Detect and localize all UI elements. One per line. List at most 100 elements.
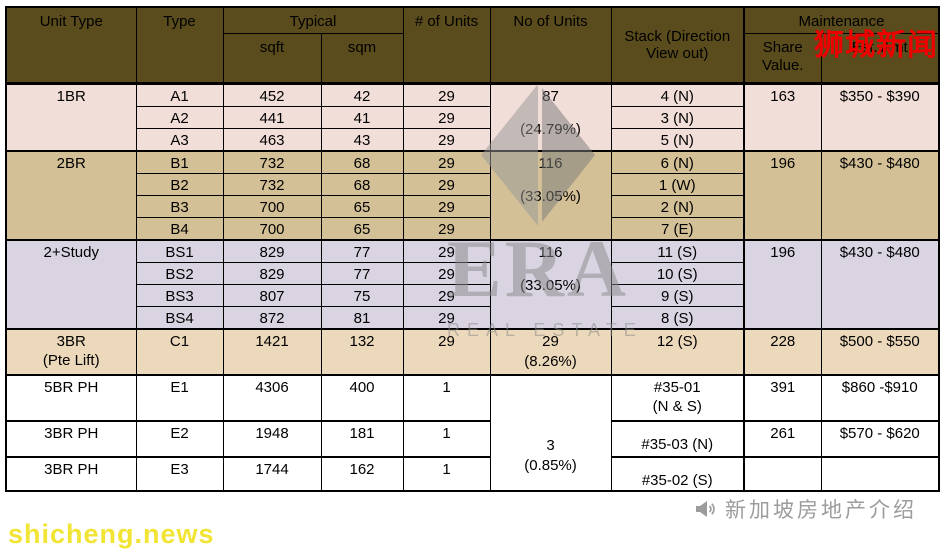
col-header-type: Type xyxy=(135,6,224,84)
cell-sqft: 4306 xyxy=(222,373,322,421)
stack-line1: #35-01 xyxy=(653,378,701,396)
cell-units: 29 xyxy=(402,327,491,375)
table-row: 1BR A1 452 42 29 87 (24.79%) 4 (N) 163 $… xyxy=(5,81,940,151)
table-row: 2+Study BS1 829 77 29 116 (33.05%) 11 (S… xyxy=(5,238,940,329)
cell-units: 29 xyxy=(402,238,491,263)
cell-units: 29 xyxy=(402,194,491,218)
col-header-no-of-units: No of Units xyxy=(489,6,612,84)
cell-sqft: 732 xyxy=(222,149,322,174)
table-row: B4 700 65 29 7 (E) xyxy=(6,216,939,240)
cell-sqm: 77 xyxy=(320,261,404,285)
credit-line: 新加坡房地产介绍 xyxy=(693,494,917,524)
cell-sqm: 68 xyxy=(320,172,404,196)
table-row: 3BR PH E2 1948 181 1 #35-03 (N) 261 $570… xyxy=(5,419,940,457)
cell-type: B4 xyxy=(135,216,224,240)
cell-stack: 1 (W) xyxy=(610,172,745,196)
cell-type: BS2 xyxy=(135,261,224,285)
credit-text: 新加坡房地产介绍 xyxy=(725,499,917,522)
cell-units: 29 xyxy=(402,172,491,196)
cell-est-amt: $430 - $480 xyxy=(820,149,940,240)
cell-units: 29 xyxy=(402,127,491,151)
cell-type: A3 xyxy=(135,127,224,151)
cell-stack: 3 (N) xyxy=(610,105,745,129)
cell-type: B1 xyxy=(135,149,224,174)
cell-sqm: 68 xyxy=(320,149,404,174)
cell-stack: 6 (N) xyxy=(610,149,745,174)
cell-no-of-units: 116 (33.05%) xyxy=(489,238,612,329)
cell-share-value xyxy=(743,455,822,491)
cell-est-amt: $430 - $480 xyxy=(820,238,940,329)
no-of-units-pct: (8.26%) xyxy=(524,352,577,370)
cell-sqm: 181 xyxy=(320,419,404,457)
table-row: 5BR PH E1 4306 400 1 3 (0.85%) #35-01 (N… xyxy=(5,373,940,491)
cell-type: A2 xyxy=(135,105,224,129)
speaker-icon xyxy=(693,497,717,521)
no-of-units-pct: (24.79%) xyxy=(520,120,581,138)
cell-stack: #35-01 (N & S) xyxy=(610,373,745,421)
cell-type: C1 xyxy=(135,327,224,375)
cell-unit-type: 3BR (Pte Lift) xyxy=(5,327,137,375)
no-of-units-count: 29 xyxy=(542,332,559,350)
table-row: 3BR (Pte Lift) C1 1421 132 29 29 (8.26%)… xyxy=(5,327,940,375)
cell-sqft: 441 xyxy=(222,105,322,129)
cell-sqft: 700 xyxy=(222,194,322,218)
col-header-maintenance: Maintenance xyxy=(743,6,940,34)
table-row: B2 732 68 29 1 (W) xyxy=(6,172,939,196)
cell-est-amt: $860 -$910 xyxy=(820,373,940,421)
cell-sqm: 81 xyxy=(320,305,404,329)
cell-no-of-units: 3 (0.85%) xyxy=(489,373,612,491)
cell-stack: 5 (N) xyxy=(610,127,745,151)
header-row-2: sqft sqm Share Value. Est. Amt xyxy=(6,32,940,84)
cell-no-of-units: 116 (33.05%) xyxy=(489,149,612,240)
cell-sqft: 1948 xyxy=(222,419,322,457)
col-header-sqm: sqm xyxy=(320,32,404,84)
col-header-stack: Stack (Direction View out) xyxy=(610,6,745,84)
cell-stack: 4 (N) xyxy=(610,81,745,107)
cell-stack: 11 (S) xyxy=(610,238,745,263)
stack-header-label: Stack (Direction View out) xyxy=(624,27,731,62)
cell-unit-type: 5BR PH xyxy=(5,373,137,421)
cell-sqft: 829 xyxy=(222,238,322,263)
cell-unit-type: 3BR PH xyxy=(5,455,137,491)
table-row: 2BR B1 732 68 29 116 (33.05%) 6 (N) 196 … xyxy=(5,149,940,240)
cell-type: BS1 xyxy=(135,238,224,263)
no-of-units-count: 87 xyxy=(542,87,559,105)
cell-sqm: 162 xyxy=(320,455,404,491)
no-of-units-count: 116 xyxy=(538,243,563,261)
cell-stack: 2 (N) xyxy=(610,194,745,218)
cell-type: E2 xyxy=(135,419,224,457)
no-of-units-pct: (33.05%) xyxy=(520,276,581,294)
cell-sqm: 77 xyxy=(320,238,404,263)
site-url-text: shicheng.news xyxy=(8,519,215,549)
cell-sqft: 452 xyxy=(222,81,322,107)
cell-sqm: 65 xyxy=(320,194,404,218)
cell-sqft: 807 xyxy=(222,283,322,307)
cell-type: BS3 xyxy=(135,283,224,307)
col-header-typical: Typical xyxy=(222,6,404,34)
cell-est-amt: $500 - $550 xyxy=(820,327,940,375)
cell-units: 1 xyxy=(402,373,491,421)
cell-type: E1 xyxy=(135,373,224,421)
cell-stack: 9 (S) xyxy=(610,283,745,307)
cell-sqm: 42 xyxy=(320,81,404,107)
cell-share-value: 196 xyxy=(743,238,822,329)
no-of-units-count: 116 xyxy=(538,154,563,172)
cell-units: 1 xyxy=(402,419,491,457)
unit-type-line2: (Pte Lift) xyxy=(42,351,100,369)
cell-sqm: 132 xyxy=(320,327,404,375)
no-of-units-count: 3 xyxy=(546,436,555,454)
cell-no-of-units: 29 (8.26%) xyxy=(489,327,612,375)
cell-sqm: 75 xyxy=(320,283,404,307)
cell-unit-type: 3BR PH xyxy=(5,419,137,457)
no-of-units-pct: (0.85%) xyxy=(524,456,577,474)
cell-sqm: 65 xyxy=(320,216,404,240)
unit-mix-table: Unit Type Type Typical # of Units No of … xyxy=(5,6,940,492)
cell-sqm: 400 xyxy=(320,373,404,421)
cell-sqft: 463 xyxy=(222,127,322,151)
cell-unit-type: 1BR xyxy=(5,81,137,151)
cell-type: B2 xyxy=(135,172,224,196)
cell-units: 29 xyxy=(402,283,491,307)
cell-share-value: 391 xyxy=(743,373,822,421)
cell-units: 1 xyxy=(402,455,491,491)
